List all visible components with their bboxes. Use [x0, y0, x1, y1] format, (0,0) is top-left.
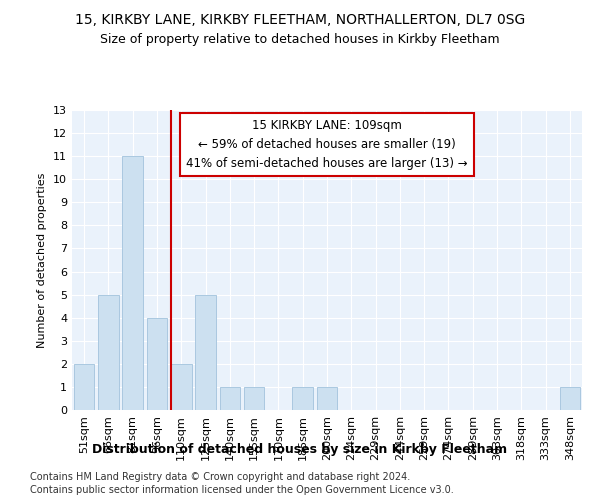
- Y-axis label: Number of detached properties: Number of detached properties: [37, 172, 47, 348]
- Bar: [292, 387, 313, 410]
- Bar: [195, 294, 216, 410]
- Bar: [317, 387, 337, 410]
- Text: 15, KIRKBY LANE, KIRKBY FLEETHAM, NORTHALLERTON, DL7 0SG: 15, KIRKBY LANE, KIRKBY FLEETHAM, NORTHA…: [75, 12, 525, 26]
- Bar: [171, 364, 191, 410]
- Text: Contains public sector information licensed under the Open Government Licence v3: Contains public sector information licen…: [30, 485, 454, 495]
- Bar: [244, 387, 265, 410]
- Text: Distribution of detached houses by size in Kirkby Fleetham: Distribution of detached houses by size …: [92, 442, 508, 456]
- Bar: [560, 387, 580, 410]
- Bar: [122, 156, 143, 410]
- Bar: [220, 387, 240, 410]
- Bar: [74, 364, 94, 410]
- Bar: [146, 318, 167, 410]
- Bar: [98, 294, 119, 410]
- Text: Size of property relative to detached houses in Kirkby Fleetham: Size of property relative to detached ho…: [100, 32, 500, 46]
- Text: 15 KIRKBY LANE: 109sqm
← 59% of detached houses are smaller (19)
41% of semi-det: 15 KIRKBY LANE: 109sqm ← 59% of detached…: [186, 119, 468, 170]
- Text: Contains HM Land Registry data © Crown copyright and database right 2024.: Contains HM Land Registry data © Crown c…: [30, 472, 410, 482]
